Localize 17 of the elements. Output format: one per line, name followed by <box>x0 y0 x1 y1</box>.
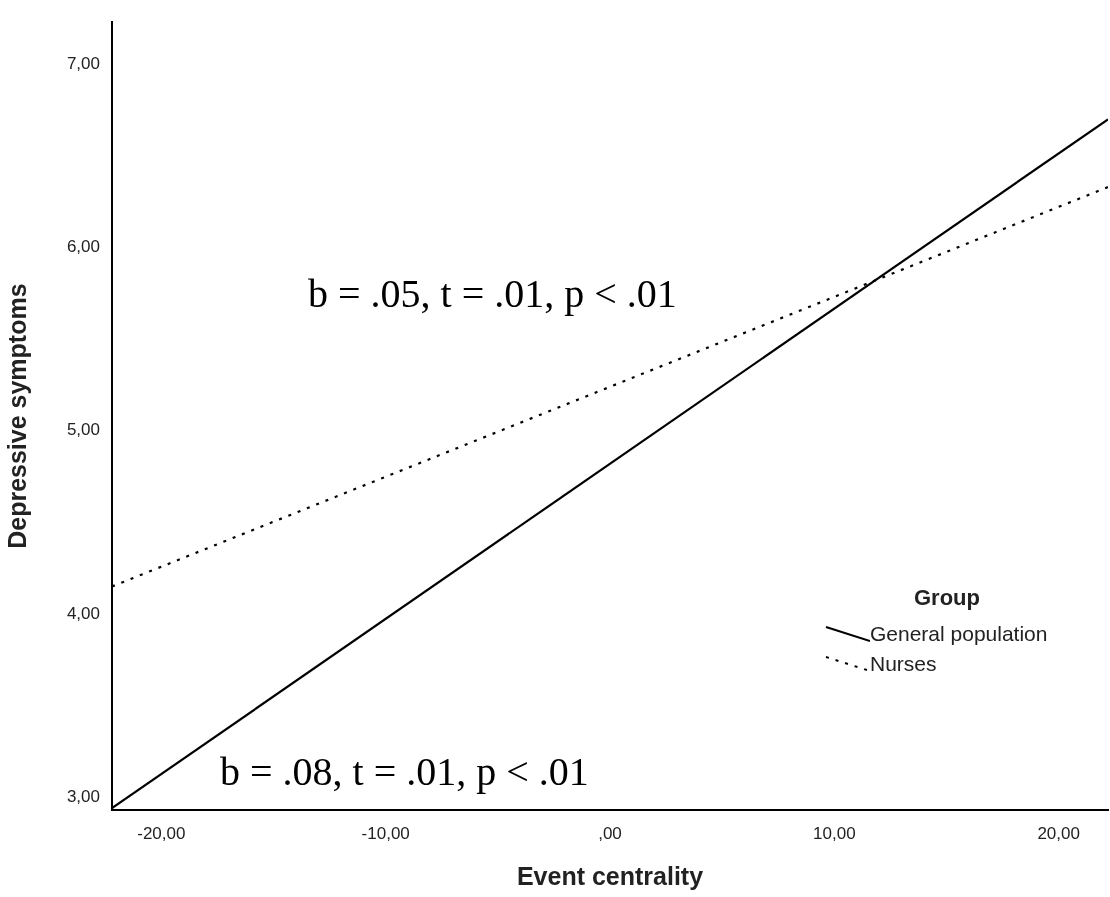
y-axis-title: Depressive symptoms <box>2 283 31 549</box>
y-tick-label: 7,00 <box>66 54 100 74</box>
y-tick-label: 6,00 <box>66 237 100 257</box>
annotation: b = .05, t = .01, p < .01 <box>308 270 677 317</box>
y-tick-label: 3,00 <box>66 786 100 806</box>
x-tick-label: 10,00 <box>813 823 856 843</box>
x-axis-title: Event centrality <box>516 861 704 890</box>
y-tick-label: 5,00 <box>66 420 100 440</box>
x-tick-label: ,00 <box>598 823 622 843</box>
annotation: b = .08, t = .01, p < .01 <box>220 748 589 795</box>
y-tick-label: 4,00 <box>66 603 100 623</box>
legend-title: Group <box>914 585 981 611</box>
legend-label: General population <box>870 622 1048 646</box>
x-tick-label: -10,00 <box>361 823 410 843</box>
x-tick-label: -20,00 <box>137 823 186 843</box>
legend-label: Nurses <box>870 652 937 676</box>
x-tick-label: 20,00 <box>1037 823 1080 843</box>
